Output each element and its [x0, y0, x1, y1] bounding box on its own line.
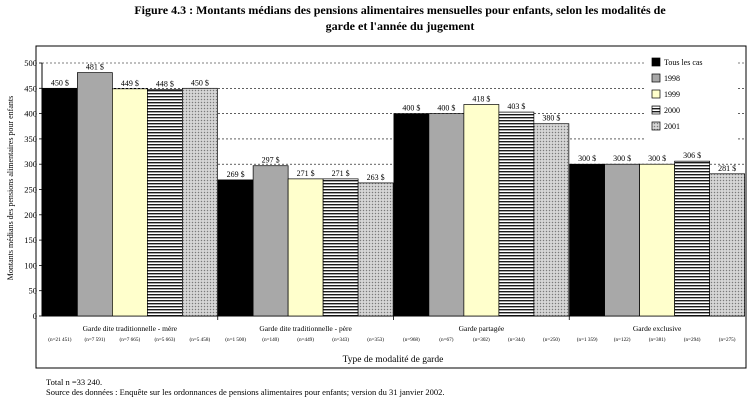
bar	[498, 111, 535, 317]
legend-swatch	[651, 57, 661, 67]
count-label: (n=302)	[473, 336, 490, 343]
x-axis-label: Type de modalité de garde	[343, 355, 444, 365]
data-label: 300 $	[648, 154, 666, 163]
count-label: (n=294)	[684, 336, 701, 343]
legend-label: 1998	[664, 74, 680, 83]
y-tick-label: 400	[24, 109, 37, 119]
chart-title-line-2: garde et l'année du jugement	[325, 19, 475, 33]
bar	[42, 87, 78, 317]
data-label: 450 $	[191, 78, 209, 87]
legend-swatch	[651, 121, 661, 131]
data-label: 400 $	[437, 104, 455, 113]
bar	[357, 182, 394, 317]
data-label: 400 $	[402, 104, 420, 113]
data-label: 449 $	[121, 79, 139, 88]
y-axis-label: Montants médians des pensions alimentair…	[6, 96, 15, 280]
bar	[112, 88, 148, 317]
legend-label: 2000	[664, 106, 680, 115]
y-tick-label: 100	[24, 260, 37, 270]
y-tick-label: 350	[24, 134, 37, 144]
data-label: 263 $	[367, 173, 385, 182]
count-label: (n=7 665)	[120, 336, 141, 343]
x-tick-label: Garde exclusive	[633, 324, 682, 333]
bar	[287, 178, 324, 317]
count-label: (n=343)	[332, 336, 349, 343]
count-label: (n=381)	[649, 336, 666, 343]
bar	[639, 163, 675, 317]
data-label: 269 $	[227, 170, 245, 179]
count-label: (n=1 359)	[577, 336, 598, 343]
count-label: (n=67)	[439, 336, 453, 343]
data-label: 297 $	[262, 156, 280, 165]
count-label: (n=7 591)	[85, 336, 106, 343]
data-label: 300 $	[613, 154, 631, 163]
data-label: 450 $	[51, 78, 69, 87]
total-note: Total n =33 240.	[46, 377, 103, 387]
legend-label: 2001	[664, 122, 680, 131]
bar	[77, 72, 113, 317]
bar	[533, 123, 570, 317]
bar	[252, 165, 289, 317]
data-label: 481 $	[86, 63, 104, 72]
data-label: 418 $	[472, 94, 490, 103]
count-label: (n=122)	[614, 336, 631, 343]
count-label: (n=250)	[543, 336, 560, 343]
legend-swatch	[651, 105, 661, 115]
y-tick-label: 450	[24, 83, 37, 93]
count-label: (n=353)	[367, 336, 384, 343]
count-label: (n=1 500)	[225, 336, 246, 343]
bar	[182, 87, 218, 317]
count-label: (n=449)	[297, 336, 314, 343]
plot-frame	[35, 45, 747, 369]
data-label: 271 $	[332, 169, 350, 178]
y-tick-label: 500	[24, 58, 37, 68]
data-label: 281 $	[718, 164, 736, 173]
x-tick-label: Garde partagée	[459, 324, 505, 333]
y-tick-label: 250	[24, 185, 37, 195]
bar	[217, 179, 254, 317]
data-label: 380 $	[542, 114, 560, 123]
legend-swatch	[651, 89, 661, 99]
data-label: 271 $	[297, 169, 315, 178]
bar	[604, 163, 640, 317]
count-label: (n=21 451)	[48, 336, 72, 343]
count-label: (n=5 458)	[190, 336, 211, 343]
legend-swatch	[651, 73, 661, 83]
x-tick-label: Garde dite traditionnelle - père	[259, 324, 352, 333]
bar	[463, 104, 500, 317]
y-tick-label: 150	[24, 235, 37, 245]
x-tick-label: Garde dite traditionnelle - mère	[83, 324, 178, 333]
chart-title-line-1: Figure 4.3 : Montants médians des pensio…	[134, 3, 666, 17]
source-note: Source des données : Enquête sur les ord…	[46, 387, 445, 397]
count-label: (n=5 663)	[155, 336, 176, 343]
legend-label: Tous les cas	[664, 58, 703, 67]
data-label: 403 $	[507, 102, 525, 111]
bar	[428, 113, 465, 317]
bar	[147, 88, 183, 317]
count-label: (n=968)	[403, 336, 420, 343]
bar	[322, 178, 359, 317]
y-tick-label: 200	[24, 210, 37, 220]
bar	[674, 160, 710, 317]
data-label: 448 $	[156, 79, 174, 88]
count-label: (n=344)	[508, 336, 525, 343]
y-tick-label: 300	[24, 159, 37, 169]
legend-label: 1999	[664, 90, 680, 99]
bar	[393, 113, 430, 317]
count-label: (n=275)	[719, 336, 736, 343]
y-tick-label: 0	[33, 311, 37, 321]
bar	[709, 173, 745, 317]
data-label: 306 $	[683, 151, 701, 160]
legend-box	[646, 56, 738, 140]
bar	[569, 163, 605, 317]
data-label: 300 $	[578, 154, 596, 163]
count-label: (n=140)	[262, 336, 279, 343]
y-tick-label: 50	[29, 286, 38, 296]
